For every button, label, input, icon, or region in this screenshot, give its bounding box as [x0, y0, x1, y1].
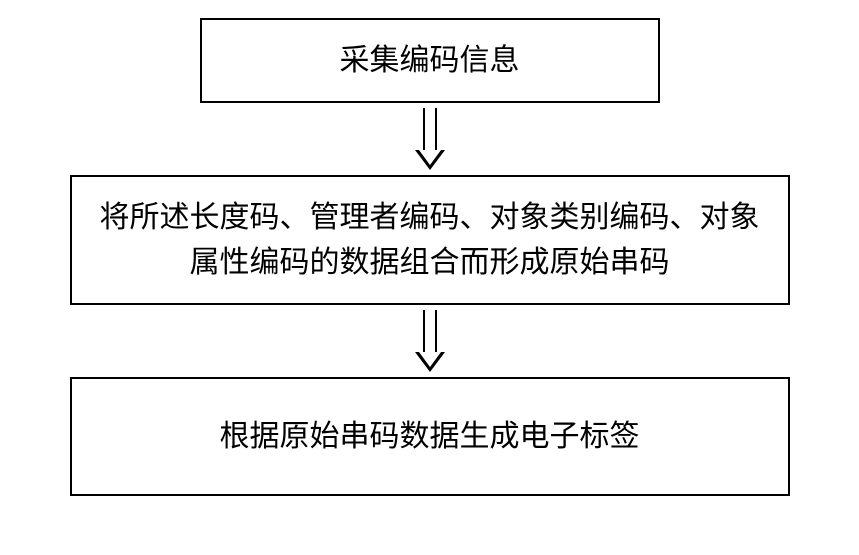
- flowchart-container: 采集编码信息 将所述长度码、管理者编码、对象类别编码、对象属性编码的数据组合而形…: [70, 18, 789, 496]
- arrow-1: [415, 103, 445, 175]
- node-2-label: 将所述长度码、管理者编码、对象类别编码、对象属性编码的数据组合而形成原始串码: [92, 195, 768, 285]
- flowchart-node-1: 采集编码信息: [200, 18, 660, 103]
- flowchart-node-2: 将所述长度码、管理者编码、对象类别编码、对象属性编码的数据组合而形成原始串码: [70, 175, 790, 305]
- arrow-shaft-icon: [423, 310, 437, 352]
- node-3-label: 根据原始串码数据生成电子标签: [220, 414, 640, 459]
- arrow-2: [415, 305, 445, 377]
- node-1-label: 采集编码信息: [340, 38, 520, 83]
- arrow-head-icon: [415, 352, 445, 372]
- flowchart-node-3: 根据原始串码数据生成电子标签: [70, 377, 790, 496]
- arrow-head-icon: [415, 150, 445, 170]
- arrow-shaft-icon: [423, 108, 437, 150]
